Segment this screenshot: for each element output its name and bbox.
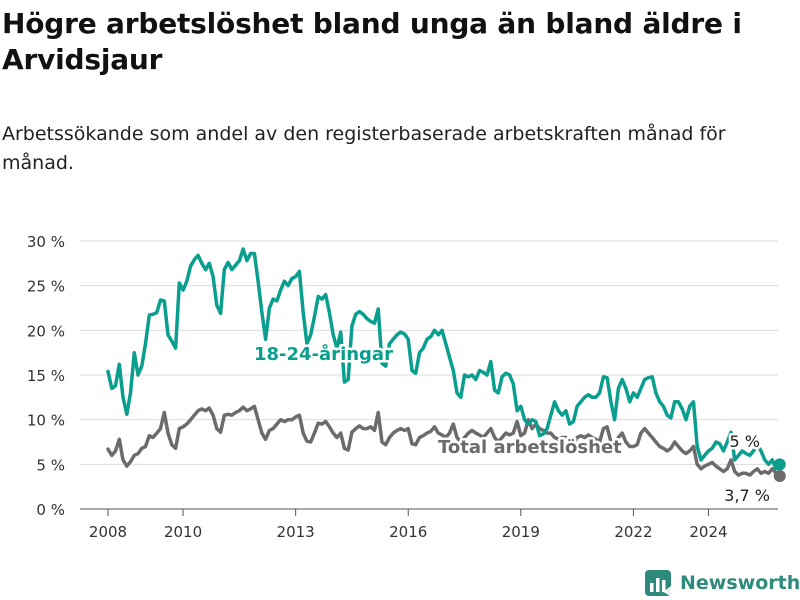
series-end-point-total	[773, 469, 786, 482]
brand-logo: Newsworthy	[644, 568, 800, 598]
newsworthy-logo-icon	[645, 570, 671, 596]
series-end-point-youth	[773, 458, 786, 471]
series-label-youth: 18-24-åringar	[254, 343, 393, 365]
y-tick-label: 15 %	[27, 367, 65, 385]
end-value-total: 3,7 %	[724, 486, 770, 505]
x-tick-label: 2013	[277, 523, 315, 541]
brand-name: Newsworthy	[680, 572, 800, 594]
series-line-youth	[106, 247, 782, 471]
x-tick-label: 2019	[502, 523, 540, 541]
x-tick-label: 2022	[614, 523, 652, 541]
grid-lines	[80, 240, 778, 510]
x-tick-label: 2008	[89, 523, 127, 541]
x-tick-label: 2024	[689, 523, 727, 541]
series-label-total-halo: Total arbetslöshet	[438, 437, 622, 458]
y-tick-label: 10 %	[27, 412, 65, 430]
y-tick-label: 25 %	[27, 278, 65, 296]
end-value-total-halo: 3,7 %	[724, 486, 770, 505]
end-value-youth: 5 %	[730, 432, 760, 451]
y-tick-label: 5 %	[36, 456, 65, 474]
x-tick-label: 2010	[164, 523, 202, 541]
chart-title: Högre arbetslöshet bland unga än bland ä…	[2, 7, 742, 76]
end-value-youth-halo: 5 %	[730, 432, 760, 451]
chart-subtitle: Arbetssökande som andel av den registerb…	[2, 123, 726, 174]
y-tick-label: 30 %	[27, 233, 65, 251]
series-label-total: Total arbetslöshet	[438, 437, 622, 458]
series-label-youth-halo: 18-24-åringar	[254, 343, 393, 365]
y-tick-label: 0 %	[36, 501, 65, 519]
y-axis-ticks: 0 % 5 % 10 % 15 % 20 % 25 % 30 %	[27, 233, 65, 519]
x-tick-label: 2016	[389, 523, 427, 541]
y-tick-label: 20 %	[27, 322, 65, 340]
series-line-total	[106, 404, 782, 478]
series-lines	[106, 247, 786, 482]
x-axis: 2008 2010 2013 2016 2019 2022 2024	[89, 509, 728, 541]
